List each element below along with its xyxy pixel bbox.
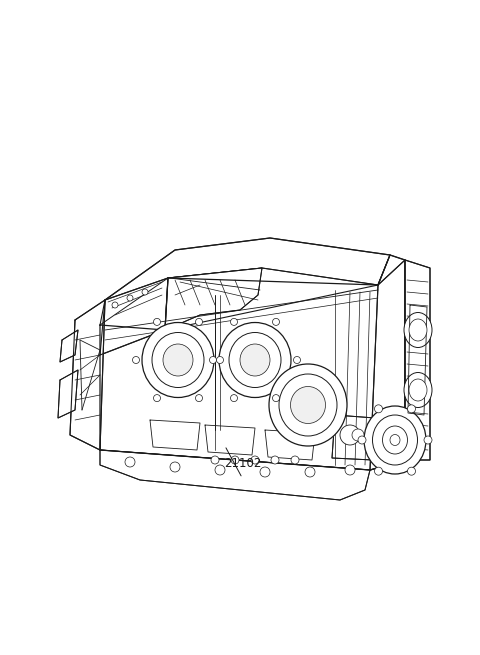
Polygon shape (100, 238, 390, 325)
Circle shape (142, 289, 148, 295)
Ellipse shape (279, 374, 337, 436)
Circle shape (230, 318, 238, 326)
Ellipse shape (404, 312, 432, 348)
Ellipse shape (409, 379, 427, 401)
Ellipse shape (409, 319, 427, 341)
Circle shape (211, 456, 219, 464)
Circle shape (170, 462, 180, 472)
Polygon shape (58, 370, 78, 418)
Circle shape (293, 356, 300, 364)
Circle shape (209, 356, 216, 364)
Circle shape (154, 318, 160, 326)
Circle shape (251, 456, 259, 464)
Circle shape (125, 457, 135, 467)
Ellipse shape (163, 344, 193, 376)
Circle shape (408, 467, 416, 475)
Polygon shape (70, 300, 105, 450)
Circle shape (374, 467, 383, 475)
Circle shape (358, 436, 366, 444)
Circle shape (154, 394, 160, 402)
Circle shape (305, 467, 315, 477)
Polygon shape (370, 260, 405, 470)
Ellipse shape (229, 333, 281, 388)
Circle shape (424, 436, 432, 444)
Polygon shape (100, 450, 370, 500)
Circle shape (291, 456, 299, 464)
Polygon shape (60, 330, 78, 362)
Polygon shape (165, 268, 262, 330)
Ellipse shape (219, 322, 291, 398)
Polygon shape (332, 415, 375, 460)
Ellipse shape (269, 364, 347, 446)
Circle shape (374, 405, 383, 413)
Polygon shape (100, 278, 168, 355)
Circle shape (195, 318, 203, 326)
Circle shape (127, 295, 133, 301)
Polygon shape (405, 260, 430, 460)
Circle shape (273, 394, 279, 402)
Ellipse shape (152, 333, 204, 388)
Ellipse shape (390, 434, 400, 445)
Ellipse shape (383, 426, 408, 454)
Ellipse shape (142, 322, 214, 398)
Circle shape (216, 356, 224, 364)
Circle shape (271, 456, 279, 464)
Ellipse shape (404, 373, 432, 407)
Circle shape (340, 425, 360, 445)
Circle shape (112, 302, 118, 308)
Circle shape (230, 394, 238, 402)
Circle shape (215, 465, 225, 475)
Circle shape (408, 405, 416, 413)
Circle shape (345, 465, 355, 475)
Circle shape (132, 356, 140, 364)
Circle shape (195, 394, 203, 402)
Circle shape (260, 467, 270, 477)
Ellipse shape (290, 386, 325, 424)
Ellipse shape (364, 406, 426, 474)
Ellipse shape (240, 344, 270, 376)
Circle shape (273, 318, 279, 326)
Ellipse shape (372, 415, 418, 465)
Circle shape (352, 429, 364, 441)
Circle shape (231, 456, 239, 464)
Text: 21102: 21102 (224, 457, 261, 470)
Polygon shape (100, 255, 405, 470)
